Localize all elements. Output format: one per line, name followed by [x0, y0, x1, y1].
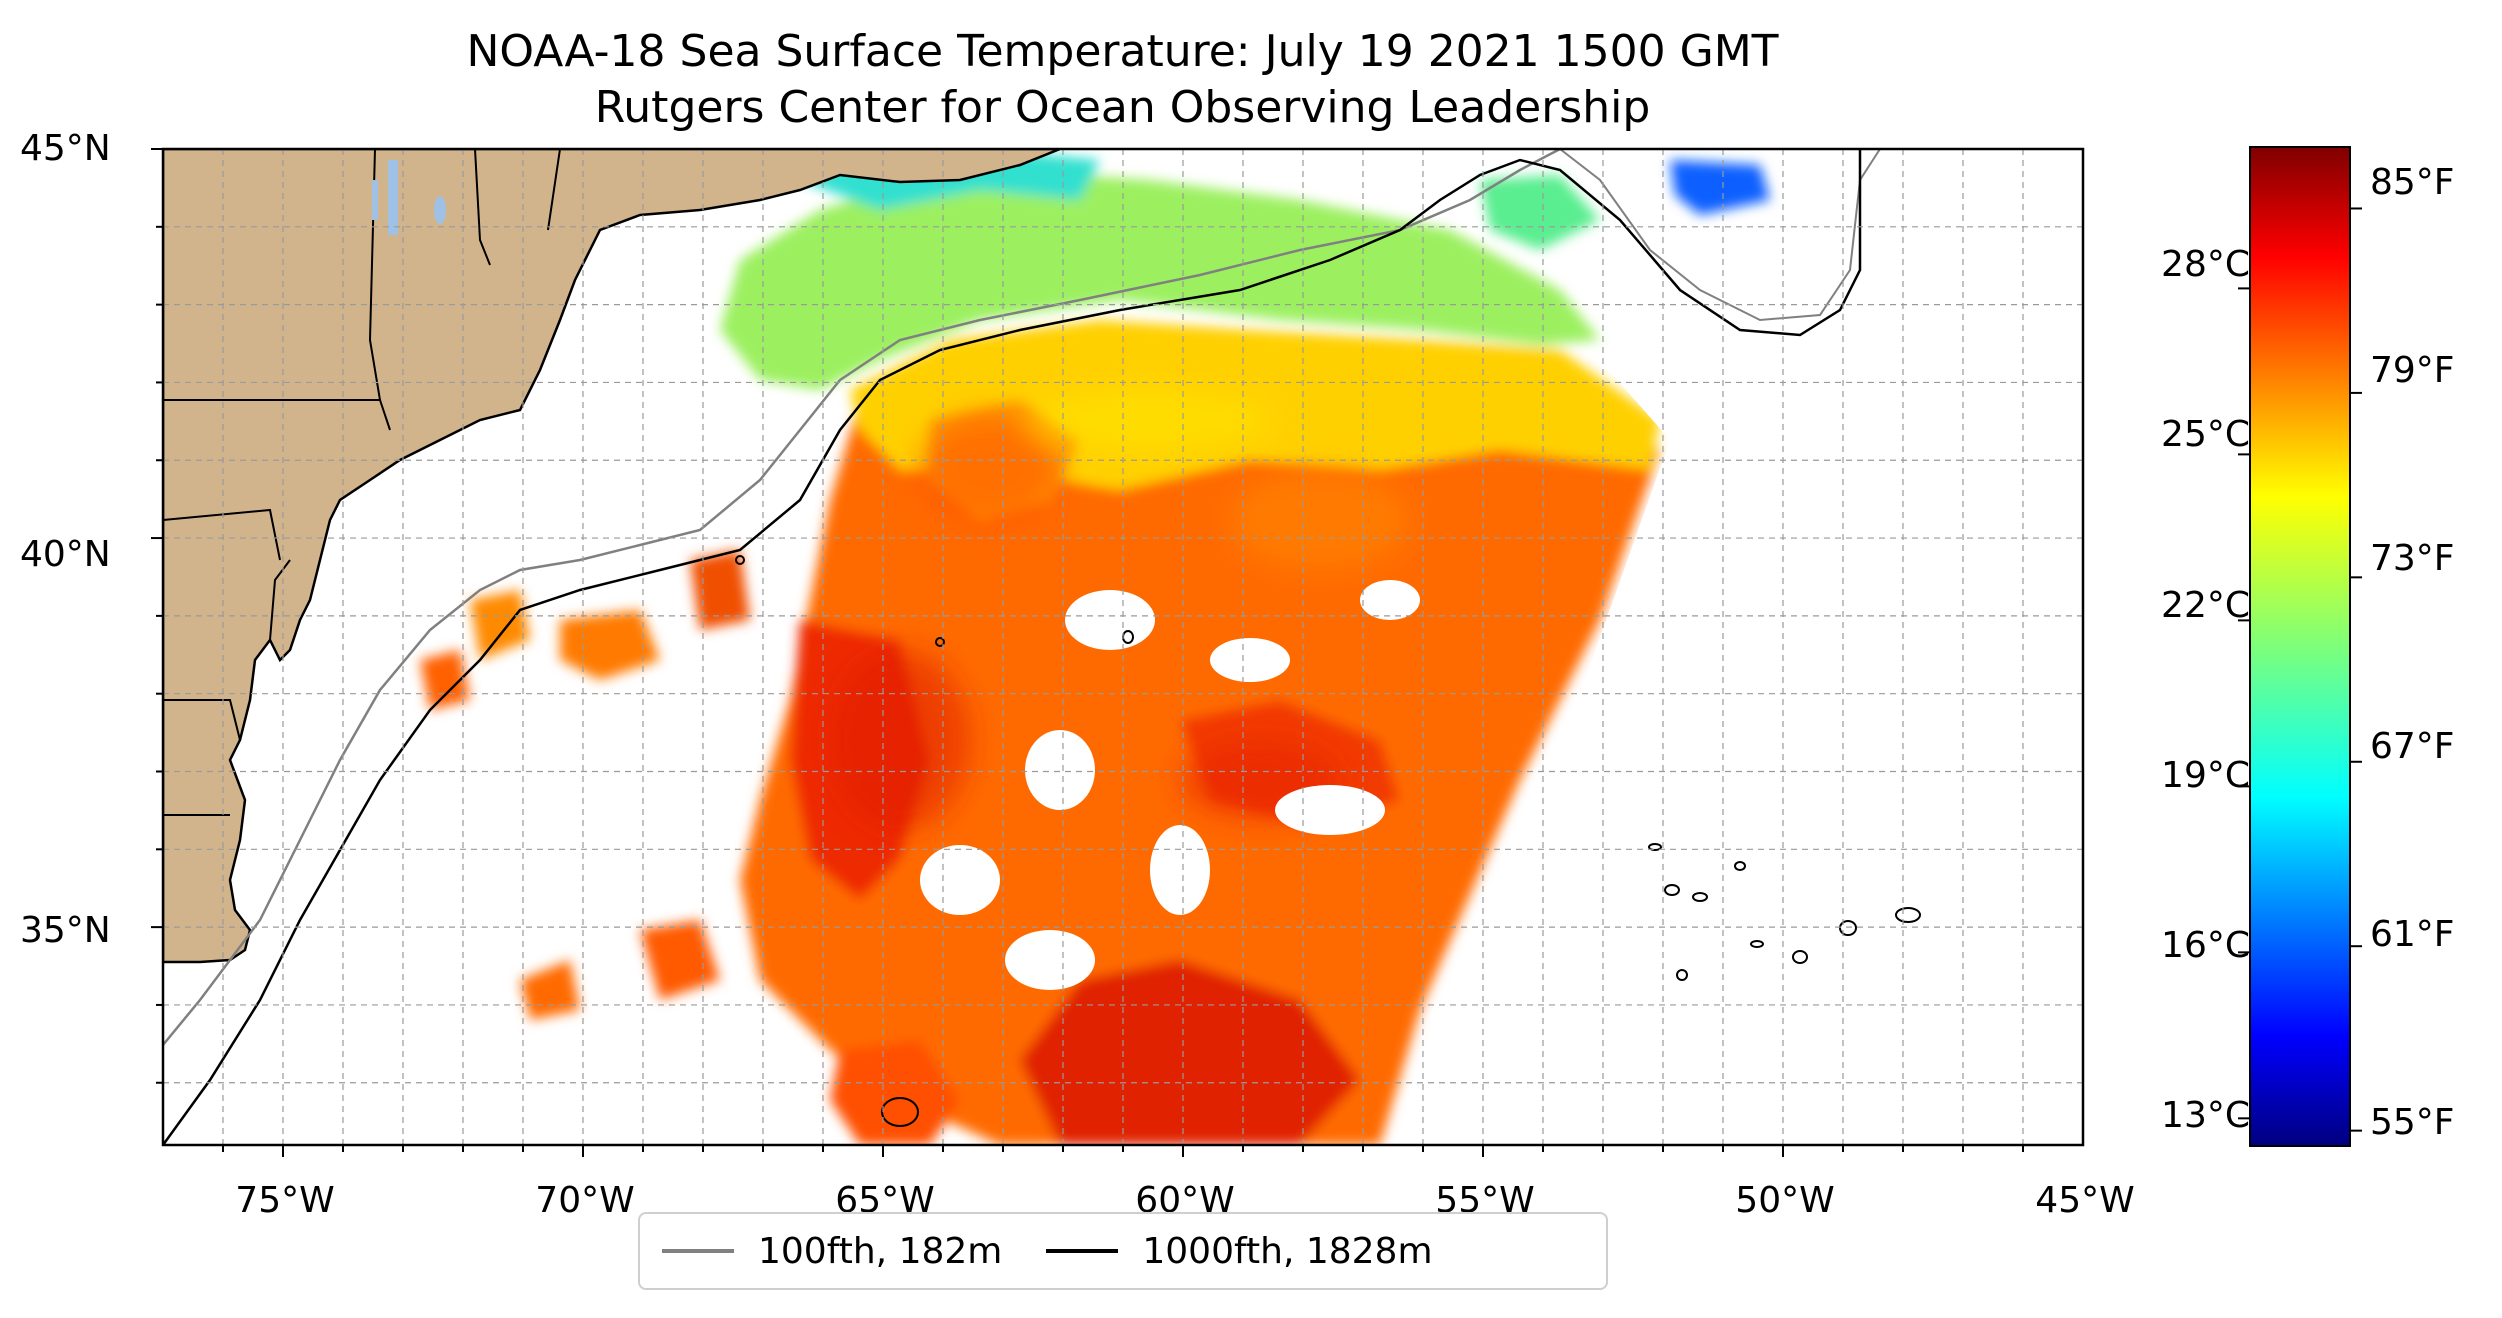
colorbar-label-55f: 55°F [2370, 1102, 2455, 1143]
legend-swatch-100fth [662, 1249, 734, 1253]
map-subtitle: Rutgers Center for Ocean Observing Leade… [594, 82, 1651, 133]
colorbar-label-13c: 13°C [2161, 1095, 2250, 1136]
sst-green-patch-northeast [1480, 175, 1600, 250]
sst-red-patch-southeast [1020, 960, 1360, 1145]
colorbar-label-67f: 67°F [2370, 726, 2455, 767]
colorbar-ticks [2238, 207, 2362, 1132]
legend-label-1000fth: 1000fth, 1828m [1142, 1230, 1433, 1272]
sst-fragment-west-6 [690, 550, 750, 630]
isobath-1000fth [163, 149, 1862, 1145]
legend-item-100fth: 100fth, 182m [662, 1231, 1002, 1272]
isobath-100fth [163, 149, 1561, 1046]
lon-label-50w: 50°W [1735, 1180, 1835, 1221]
legend-swatch-1000fth [1046, 1249, 1119, 1253]
sst-fragment-west-1 [470, 590, 530, 660]
sst-fragment-west-4 [640, 920, 720, 1000]
lat-label-45: 45°N [20, 128, 111, 169]
lon-label-70w: 70°W [535, 1180, 635, 1221]
sst-texture [830, 390, 1410, 830]
gridlines [163, 149, 2083, 1145]
map-title: NOAA-18 Sea Surface Temperature: July 19… [466, 26, 1779, 77]
legend-item-1000fth: 1000fth, 1828m [1046, 1230, 1433, 1272]
colorbar-label-16c: 16°C [2161, 925, 2250, 966]
lat-label-35: 35°N [20, 910, 111, 951]
colorbar [2249, 146, 2351, 1147]
colorbar-label-28c: 28°C [2161, 244, 2250, 285]
colorbar-label-73f: 73°F [2370, 538, 2455, 579]
lon-label-75w: 75°W [235, 1180, 335, 1221]
axis-ticks [151, 148, 2024, 1157]
land-north-america [163, 149, 1061, 964]
colorbar-label-22c: 22°C [2161, 585, 2250, 626]
sst-blue-patch-north [1670, 160, 1770, 215]
lon-label-45w: 45°W [2035, 1180, 2135, 1221]
sst-fragment-southwest [830, 1040, 960, 1145]
colorbar-label-85f: 85°F [2370, 162, 2455, 203]
lat-label-40: 40°N [20, 534, 111, 575]
legend: 100fth, 182m 1000fth, 1828m [638, 1212, 1608, 1290]
legend-label-100fth: 100fth, 182m [758, 1230, 1003, 1272]
colorbar-label-61f: 61°F [2370, 914, 2455, 955]
sst-fragment-west-2 [560, 610, 660, 680]
colorbar-label-25c: 25°C [2161, 414, 2250, 455]
sst-fragment-west-3 [420, 650, 470, 710]
isobath-100fth-gulf [1559, 149, 1881, 322]
colorbar-label-79f: 79°F [2370, 350, 2455, 391]
sst-green-band [720, 170, 1600, 390]
colorbar-label-19c: 19°C [2161, 755, 2250, 796]
swath-edge-mask-north [1600, 360, 1720, 440]
lakes [372, 160, 446, 235]
